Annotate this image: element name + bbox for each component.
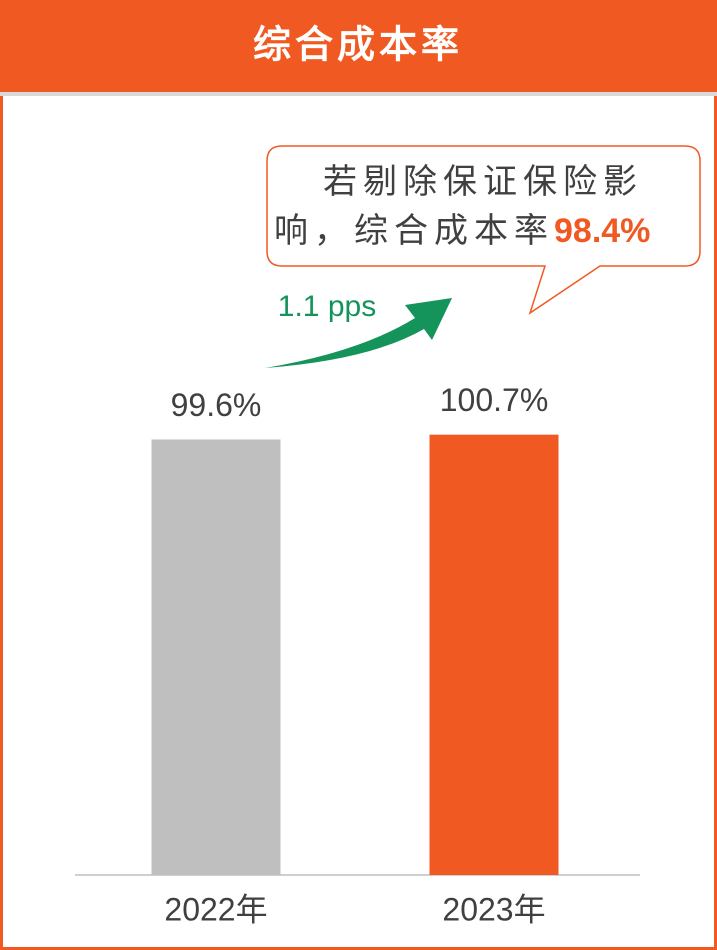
value-label: 100.7% <box>440 382 549 418</box>
header-shadow <box>0 92 717 96</box>
change-arrow <box>265 298 452 368</box>
change-label: 1.1 pps <box>278 290 376 323</box>
x-tick-label: 2023年 <box>442 891 545 927</box>
chart-title: 综合成本率 <box>253 22 463 67</box>
bar <box>429 434 559 875</box>
annotation-value: 98.4% <box>554 212 650 250</box>
callout <box>266 145 701 315</box>
annotation-text: 响，综合成本率 <box>274 211 554 251</box>
annotation-line: 响，综合成本率98.4% <box>274 211 650 251</box>
header <box>0 0 717 92</box>
value-label: 99.6% <box>171 387 262 423</box>
annotation-line: 若剔除保证保险影 <box>323 162 643 202</box>
x-tick-label: 2022年 <box>164 891 267 927</box>
bar <box>151 439 281 875</box>
